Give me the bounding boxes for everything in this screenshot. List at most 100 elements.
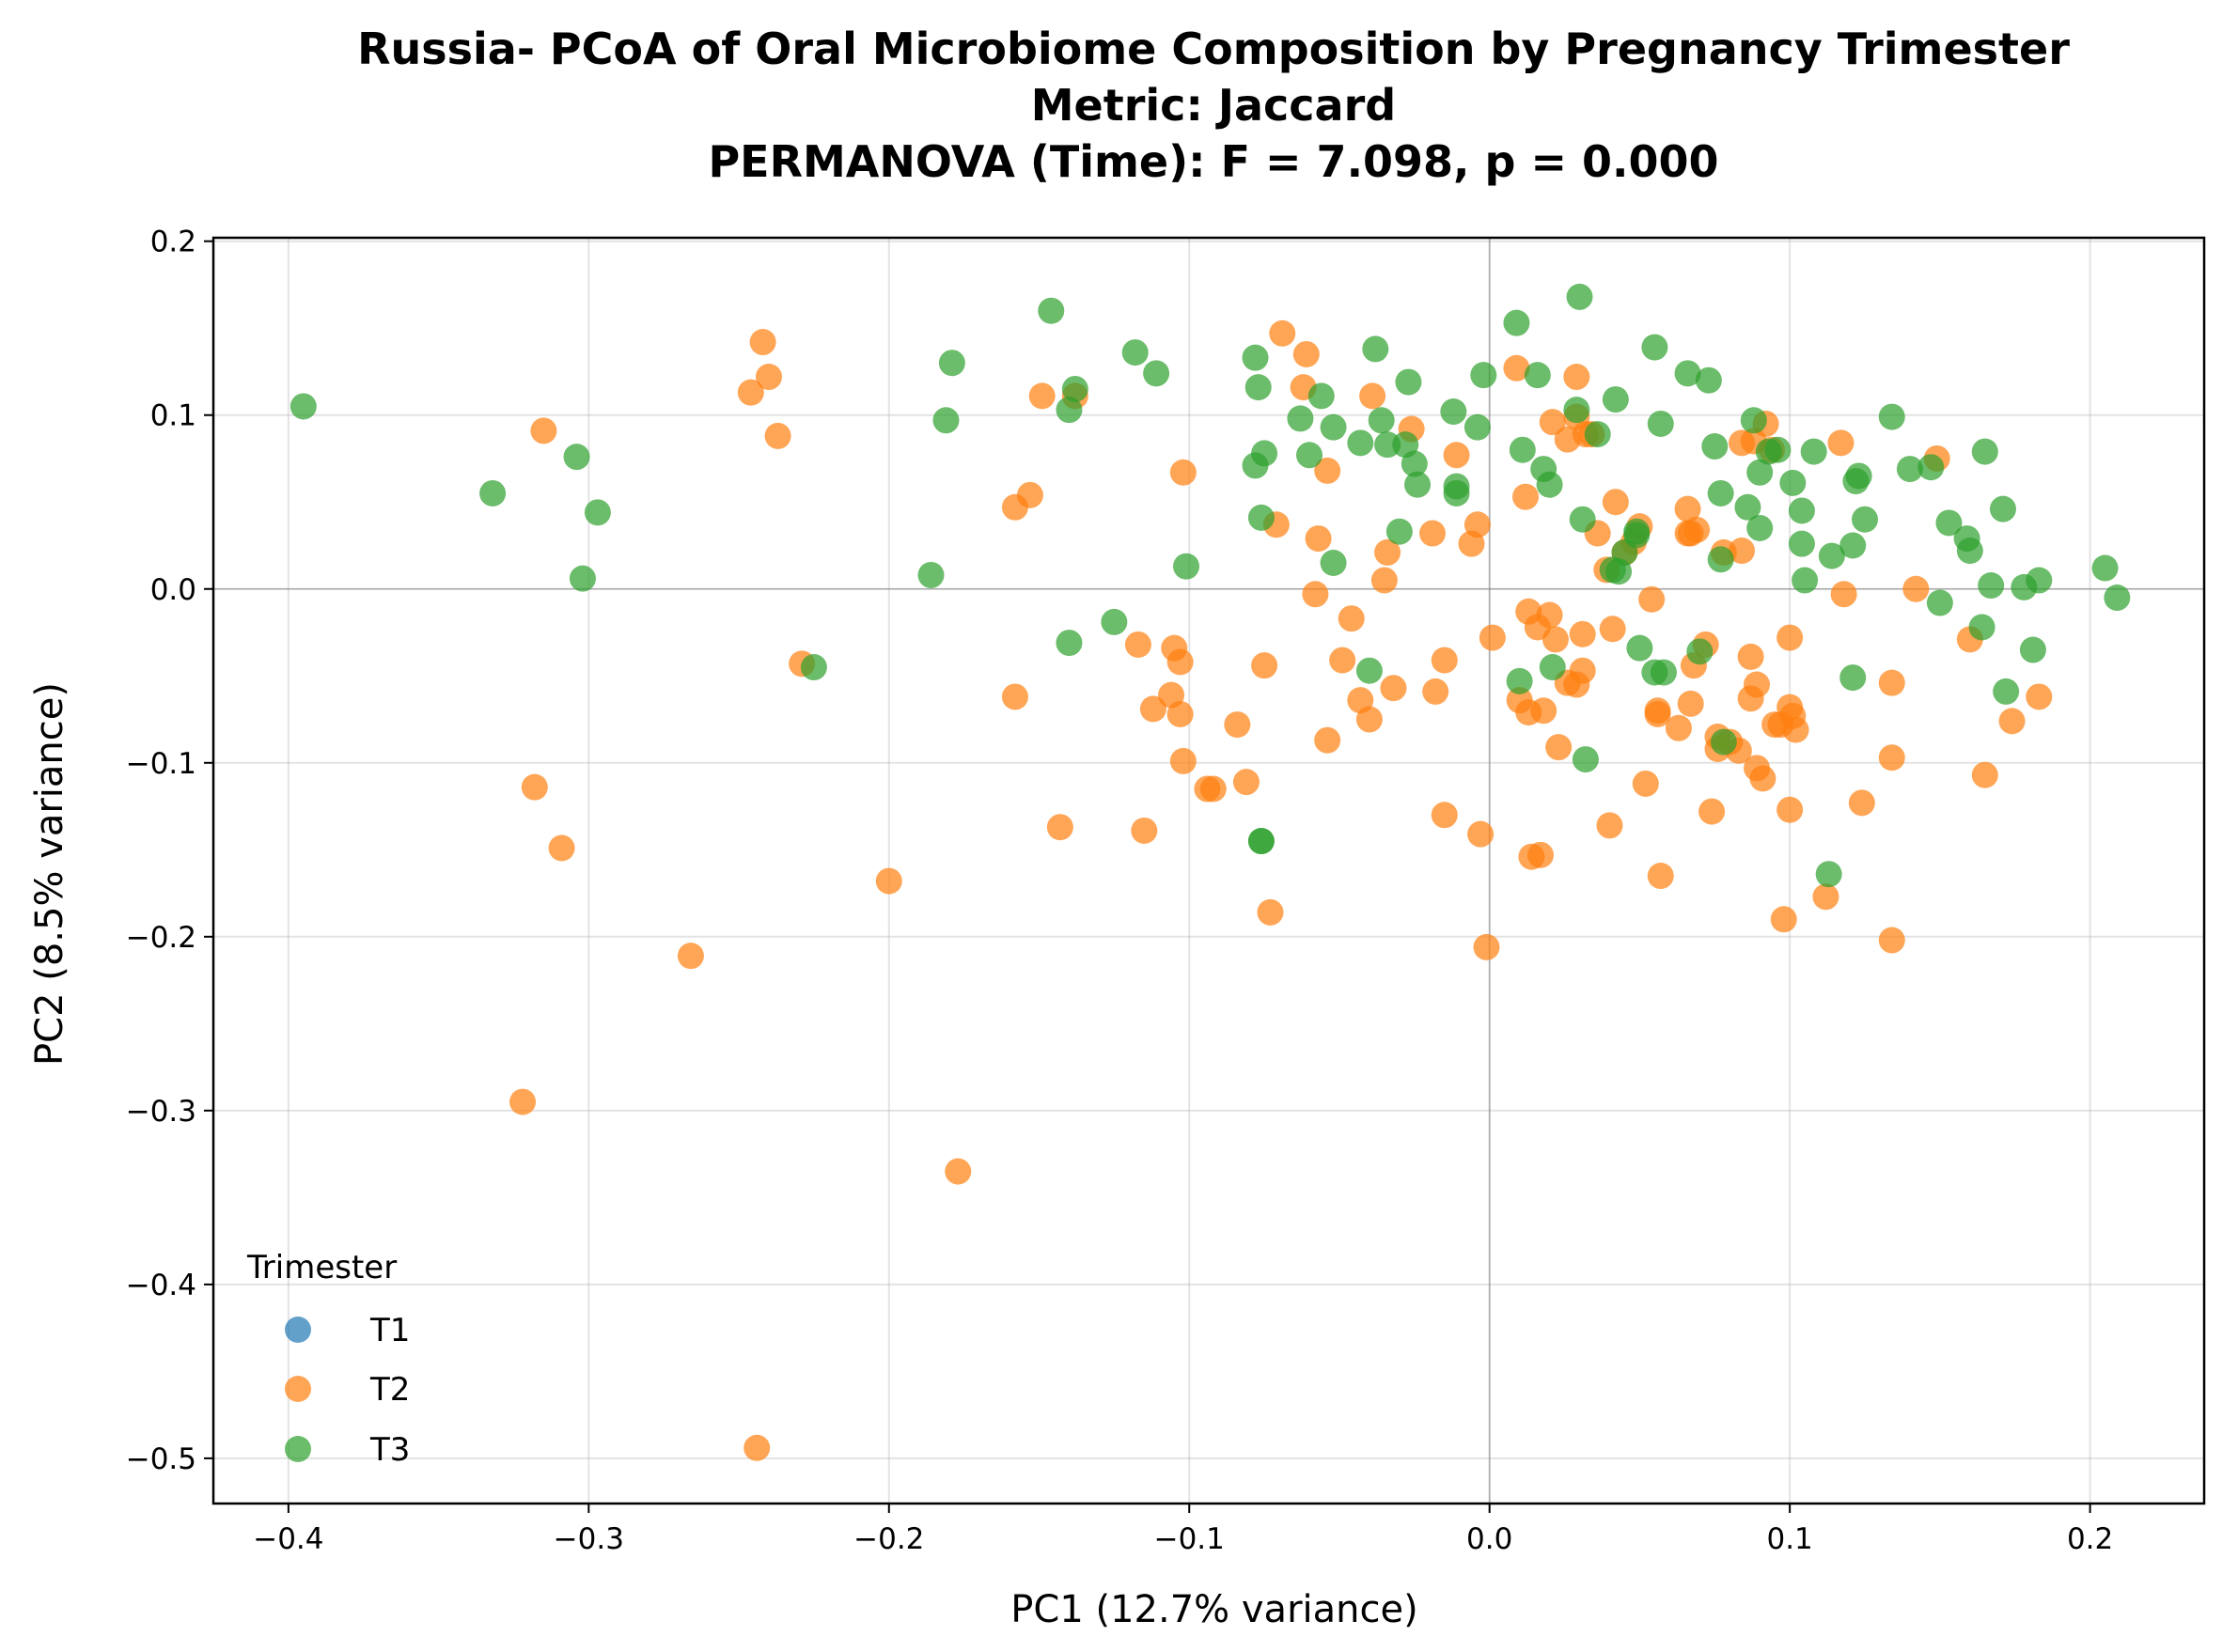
y-tick-label: 0.2 bbox=[150, 226, 196, 259]
point-t2 bbox=[1131, 817, 1158, 844]
point-t3 bbox=[1296, 442, 1323, 469]
point-t3 bbox=[563, 444, 590, 471]
point-t3 bbox=[1503, 309, 1530, 336]
point-t3 bbox=[1815, 861, 1842, 888]
point-t3 bbox=[1788, 497, 1815, 524]
x-tick-label: 0.0 bbox=[1466, 1522, 1512, 1556]
zero-reference-lines bbox=[213, 238, 2204, 1504]
point-t3 bbox=[1061, 375, 1088, 402]
point-t3 bbox=[479, 479, 507, 507]
y-tick-label: −0.1 bbox=[126, 747, 196, 781]
point-t2 bbox=[1503, 354, 1530, 382]
point-t2 bbox=[1370, 567, 1398, 594]
point-t2 bbox=[1302, 581, 1329, 608]
point-t2 bbox=[1443, 442, 1470, 469]
point-t2 bbox=[1124, 631, 1151, 658]
point-t3 bbox=[1839, 532, 1867, 559]
point-t2 bbox=[1729, 538, 1756, 565]
point-t2 bbox=[521, 773, 548, 801]
point-t3 bbox=[1792, 567, 1819, 594]
point-t3 bbox=[1641, 659, 1668, 686]
point-t3 bbox=[569, 565, 596, 592]
point-t2 bbox=[677, 943, 704, 970]
point-t2 bbox=[1292, 340, 1320, 367]
point-t3 bbox=[1247, 828, 1275, 855]
point-t3 bbox=[1247, 504, 1275, 531]
y-tick-label: −0.3 bbox=[126, 1095, 196, 1129]
point-t2 bbox=[2026, 683, 2053, 710]
point-t2 bbox=[945, 1158, 972, 1185]
point-t3 bbox=[1320, 550, 1347, 577]
point-t3 bbox=[1971, 438, 1998, 465]
point-t2 bbox=[1431, 647, 1458, 674]
point-t2 bbox=[1827, 429, 1855, 457]
point-t2 bbox=[1467, 820, 1495, 848]
legend-label-t2: T2 bbox=[369, 1371, 410, 1409]
point-t2 bbox=[1338, 605, 1365, 632]
point-t2 bbox=[1878, 927, 1905, 954]
y-axis-label: PC2 (8.5% variance) bbox=[28, 682, 71, 1066]
point-t3 bbox=[938, 350, 965, 377]
point-t3 bbox=[2026, 567, 2053, 594]
chart-title-line-2: Metric: Jaccard bbox=[1031, 80, 1396, 131]
point-t3 bbox=[1686, 638, 1714, 665]
point-t3 bbox=[1242, 344, 1269, 371]
point-t2 bbox=[509, 1088, 537, 1115]
point-t2 bbox=[1314, 726, 1341, 754]
point-t2 bbox=[1744, 671, 1771, 698]
point-t2 bbox=[1665, 714, 1692, 741]
y-tick-label: −0.4 bbox=[126, 1269, 196, 1302]
point-t2 bbox=[1224, 711, 1251, 739]
legend-title: Trimester bbox=[246, 1249, 397, 1286]
x-tick-label: −0.2 bbox=[853, 1522, 924, 1556]
point-t2 bbox=[1001, 493, 1028, 521]
point-t2 bbox=[1355, 706, 1383, 733]
point-t2 bbox=[1563, 364, 1590, 391]
legend-marker-t2 bbox=[285, 1376, 311, 1402]
point-t2 bbox=[1569, 657, 1596, 684]
point-t3 bbox=[1641, 334, 1668, 361]
point-t2 bbox=[1046, 814, 1073, 841]
point-t3 bbox=[1101, 608, 1128, 635]
point-t3 bbox=[1584, 421, 1611, 448]
point-t3 bbox=[1242, 452, 1269, 479]
point-t3 bbox=[1539, 654, 1566, 681]
point-t3 bbox=[932, 407, 960, 434]
point-t2 bbox=[1251, 652, 1278, 679]
legend-label-t1: T1 bbox=[369, 1312, 410, 1349]
point-t2 bbox=[1199, 775, 1227, 803]
point-t2 bbox=[1479, 624, 1506, 651]
point-t2 bbox=[1463, 511, 1491, 538]
x-tick-label: −0.1 bbox=[1154, 1522, 1225, 1556]
y-tick-label: −0.2 bbox=[126, 921, 196, 955]
x-tick-label: −0.3 bbox=[554, 1522, 624, 1556]
point-t3 bbox=[800, 654, 827, 681]
point-t3 bbox=[1395, 368, 1422, 396]
point-t2 bbox=[1569, 620, 1596, 647]
point-t3 bbox=[1563, 397, 1590, 424]
point-t3 bbox=[1968, 614, 1995, 641]
point-t2 bbox=[1139, 695, 1166, 723]
point-t3 bbox=[1710, 728, 1737, 756]
point-t2 bbox=[1169, 459, 1197, 486]
point-t3 bbox=[1287, 405, 1314, 432]
point-t2 bbox=[1257, 898, 1284, 926]
point-t2 bbox=[755, 364, 782, 391]
point-t2 bbox=[1782, 716, 1809, 743]
point-t3 bbox=[1056, 630, 1083, 657]
point-t3 bbox=[2091, 554, 2119, 582]
plot-frame bbox=[211, 236, 2206, 1505]
point-t2 bbox=[749, 329, 776, 356]
point-t3 bbox=[1788, 530, 1815, 557]
point-t2 bbox=[1232, 769, 1260, 796]
point-t3 bbox=[1536, 471, 1563, 498]
point-t2 bbox=[1848, 789, 1875, 817]
point-t3 bbox=[1368, 407, 1395, 434]
point-t3 bbox=[1896, 456, 1923, 483]
point-t2 bbox=[1677, 690, 1704, 717]
point-t2 bbox=[1545, 734, 1573, 761]
point-t3 bbox=[1935, 509, 1963, 537]
point-t2 bbox=[1166, 648, 1194, 676]
point-t2 bbox=[1539, 409, 1566, 436]
point-t2 bbox=[1536, 601, 1563, 629]
